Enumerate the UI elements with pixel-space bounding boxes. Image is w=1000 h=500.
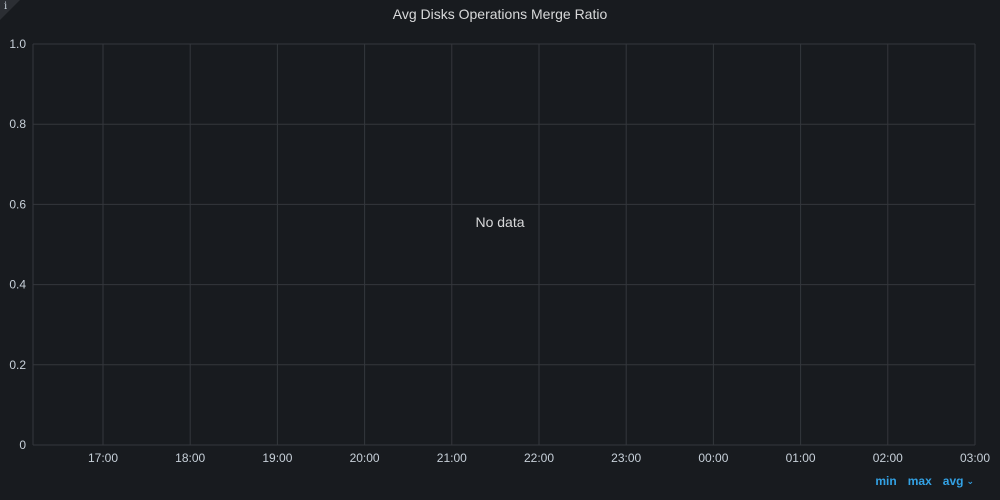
x-tick-label: 23:00 xyxy=(611,451,641,465)
x-tick-label: 01:00 xyxy=(786,451,816,465)
x-axis-ticks: 17:00 18:00 19:00 20:00 21:00 22:00 23:00 00:00… xyxy=(88,451,990,465)
y-axis-ticks: 0 0.2 0.4 0.6 0.8 1.0 xyxy=(9,37,26,452)
x-tick-label: 21:00 xyxy=(437,451,467,465)
x-tick-label: 00:00 xyxy=(698,451,728,465)
x-tick-label: 22:00 xyxy=(524,451,554,465)
y-tick-label: 0.8 xyxy=(9,117,26,131)
legend-avg-label: avg xyxy=(942,474,964,488)
x-tick-label: 03:00 xyxy=(960,451,990,465)
y-tick-label: 0.4 xyxy=(9,278,26,292)
legend-avg-button[interactable]: avg ⌄ xyxy=(943,473,974,489)
chevron-down-icon: ⌄ xyxy=(966,476,974,486)
y-tick-label: 0.2 xyxy=(9,358,26,372)
x-tick-label: 19:00 xyxy=(262,451,292,465)
legend-max-button[interactable]: max xyxy=(907,474,932,488)
grid-lines xyxy=(32,43,976,446)
no-data-message: No data xyxy=(475,214,524,230)
y-tick-label: 0.6 xyxy=(9,197,26,211)
legend-min-button[interactable]: min xyxy=(875,474,897,488)
y-tick-label: 1.0 xyxy=(9,37,26,51)
x-tick-label: 20:00 xyxy=(350,451,380,465)
info-corner[interactable] xyxy=(0,0,20,20)
panel-title[interactable]: Avg Disks Operations Merge Ratio xyxy=(392,6,608,22)
legend-stats: min max avg ⌄ xyxy=(875,473,974,489)
x-tick-label: 17:00 xyxy=(88,451,118,465)
x-tick-label: 02:00 xyxy=(873,451,903,465)
info-icon[interactable]: i xyxy=(4,1,8,12)
x-tick-label: 18:00 xyxy=(175,451,205,465)
y-tick-label: 0 xyxy=(19,438,26,452)
